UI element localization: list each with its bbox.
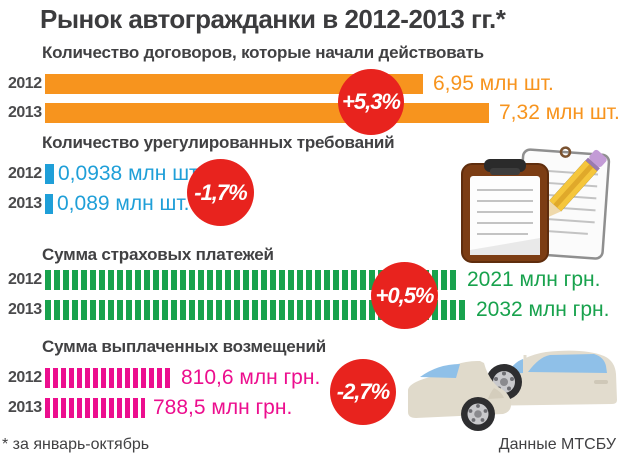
year-label: 2013 [8,399,42,416]
year-label: 2012 [8,369,42,386]
year-label: 2013 [8,301,42,318]
bar-claims-2013 [45,194,53,214]
bar-row-payouts-2012: 2012 810,6 млн грн. [0,366,321,389]
bar-premiums-2012 [45,270,456,290]
bar-row-claims-2012: 2012 0,0938 млн шт. [0,162,203,185]
bar-contracts-2013 [45,103,489,123]
footnote: * за январь-октябрь [2,436,150,453]
bar-contracts-2012 [45,74,423,94]
value-label: 810,6 млн грн. [181,366,321,389]
bar-payouts-2013 [45,398,145,418]
section-premiums-heading: Сумма страховых платежей [42,245,274,264]
change-badge-claims: -1,7% [187,159,254,226]
change-badge-premiums: +0,5% [371,262,438,329]
value-label: 0,0938 млн шт. [58,162,203,185]
page-title: Рынок автогражданки в 2012-2013 гг.* [40,4,506,34]
bar-row-premiums-2012: 2012 2021 млн грн. [0,268,601,291]
bar-row-contracts-2012: 2012 6,95 млн шт. [0,72,554,95]
year-label: 2013 [8,104,42,121]
bar-row-claims-2013: 2013 0,089 млн шт. [0,192,190,215]
value-label: 2032 млн грн. [476,298,610,321]
change-badge-payouts: -2,7% [330,359,396,425]
value-label: 6,95 млн шт. [433,72,554,95]
year-label: 2012 [8,165,42,182]
value-label: 2021 млн грн. [467,268,601,291]
year-label: 2012 [8,271,42,288]
bar-row-premiums-2013: 2013 2032 млн грн. [0,298,610,321]
value-label: 0,089 млн шт. [57,192,190,215]
bar-payouts-2012 [45,368,173,388]
section-claims-heading: Количество урегулированных требований [42,133,395,152]
change-badge-contracts: +5,3% [338,69,404,135]
value-label: 788,5 млн грн. [153,396,293,419]
section-payouts-heading: Сумма выплаченных возмещений [42,337,327,356]
year-label: 2012 [8,75,42,92]
year-label: 2013 [8,195,42,212]
value-label: 7,32 млн шт. [499,101,620,124]
bar-premiums-2013 [45,300,465,320]
bar-row-contracts-2013: 2013 7,32 млн шт. [0,101,620,124]
clipboard-pencil-icon [461,146,611,263]
bar-row-payouts-2013: 2013 788,5 млн грн. [0,396,293,419]
section-contracts-heading: Количество договоров, которые начали дей… [42,43,484,62]
bar-claims-2012 [45,164,54,184]
data-source: Данные МТСБУ [498,436,616,453]
car-crash-icon [408,350,617,431]
